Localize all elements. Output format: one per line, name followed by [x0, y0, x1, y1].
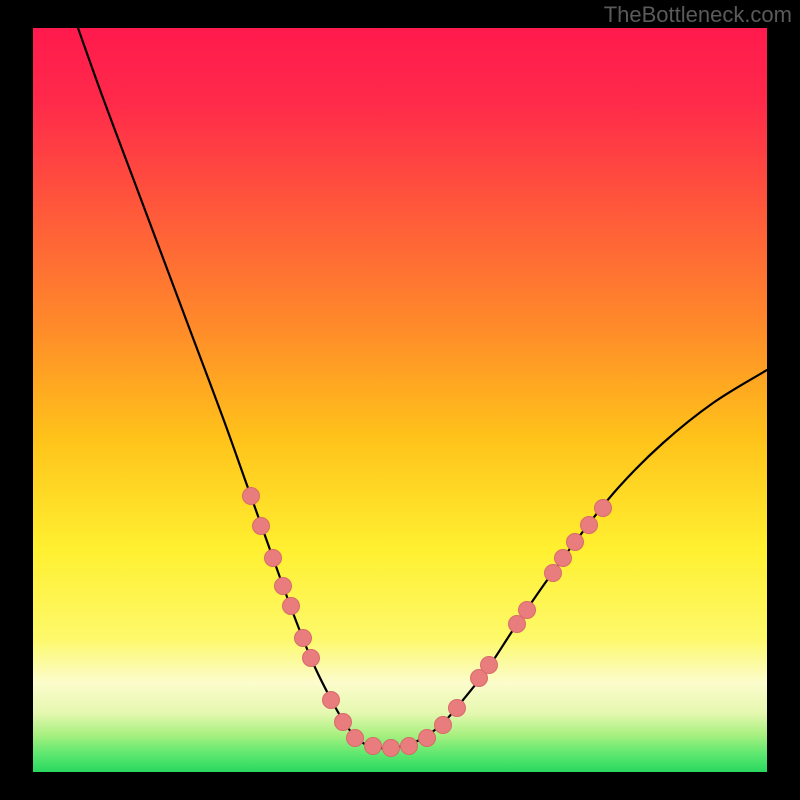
data-marker	[253, 518, 270, 535]
data-marker	[595, 500, 612, 517]
data-marker	[509, 616, 526, 633]
data-marker	[567, 534, 584, 551]
data-marker	[303, 650, 320, 667]
data-marker	[581, 517, 598, 534]
data-marker	[401, 738, 418, 755]
data-marker	[481, 657, 498, 674]
data-marker	[243, 488, 260, 505]
data-marker	[449, 700, 466, 717]
chart-canvas: TheBottleneck.com	[0, 0, 800, 800]
data-marker	[555, 550, 572, 567]
data-marker	[519, 602, 536, 619]
data-marker	[295, 630, 312, 647]
watermark-label: TheBottleneck.com	[604, 2, 792, 28]
data-marker	[419, 730, 436, 747]
data-marker	[265, 550, 282, 567]
data-marker	[365, 738, 382, 755]
data-marker	[335, 714, 352, 731]
data-marker	[283, 598, 300, 615]
data-marker	[323, 692, 340, 709]
data-marker	[383, 740, 400, 757]
plot-area	[33, 28, 767, 772]
data-marker	[545, 565, 562, 582]
gradient-background	[33, 28, 767, 772]
data-marker	[275, 578, 292, 595]
data-marker	[347, 730, 364, 747]
data-marker	[435, 717, 452, 734]
